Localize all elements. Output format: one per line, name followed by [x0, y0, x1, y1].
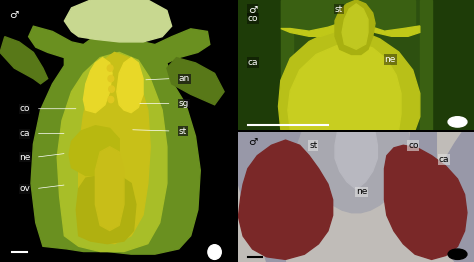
- Circle shape: [109, 86, 114, 92]
- Text: sg: sg: [179, 99, 189, 108]
- Text: co: co: [408, 141, 419, 150]
- Polygon shape: [278, 29, 420, 130]
- Text: ne: ne: [384, 55, 396, 64]
- Circle shape: [108, 75, 114, 82]
- Polygon shape: [384, 145, 467, 259]
- Bar: [238, 0, 281, 130]
- Text: co: co: [248, 14, 258, 23]
- Circle shape: [107, 65, 113, 71]
- Polygon shape: [342, 4, 368, 49]
- Text: ♂: ♂: [248, 138, 257, 148]
- Text: ca: ca: [19, 129, 29, 138]
- Polygon shape: [0, 37, 48, 84]
- Polygon shape: [238, 132, 309, 262]
- Bar: [281, 0, 415, 29]
- Text: st: st: [179, 127, 187, 135]
- Text: ne: ne: [356, 188, 367, 196]
- Polygon shape: [64, 0, 172, 42]
- Polygon shape: [295, 132, 410, 213]
- Circle shape: [208, 245, 221, 259]
- Bar: [420, 0, 432, 130]
- Text: ♂: ♂: [9, 10, 19, 20]
- Polygon shape: [95, 147, 124, 231]
- Polygon shape: [167, 58, 224, 105]
- Polygon shape: [281, 23, 340, 36]
- Circle shape: [108, 96, 114, 103]
- Polygon shape: [335, 0, 375, 54]
- Text: st: st: [335, 4, 343, 14]
- Polygon shape: [335, 132, 377, 189]
- Polygon shape: [28, 0, 210, 254]
- Bar: [432, 0, 474, 130]
- Polygon shape: [288, 43, 401, 130]
- Text: co: co: [19, 104, 29, 113]
- Polygon shape: [238, 140, 333, 259]
- Polygon shape: [117, 58, 143, 113]
- Text: ne: ne: [19, 153, 30, 162]
- Polygon shape: [76, 176, 136, 244]
- Circle shape: [448, 117, 467, 127]
- Bar: [281, 0, 292, 130]
- Polygon shape: [57, 52, 167, 252]
- Text: an: an: [179, 74, 190, 83]
- Polygon shape: [368, 26, 420, 36]
- Text: st: st: [309, 141, 318, 150]
- Polygon shape: [69, 126, 119, 176]
- Polygon shape: [83, 58, 112, 113]
- Circle shape: [448, 249, 467, 259]
- Text: ca: ca: [248, 58, 258, 67]
- Polygon shape: [79, 52, 150, 244]
- Text: ca: ca: [438, 155, 449, 164]
- Polygon shape: [410, 132, 438, 210]
- Text: ov: ov: [19, 184, 30, 193]
- Polygon shape: [436, 132, 474, 262]
- Text: ♂: ♂: [248, 5, 257, 15]
